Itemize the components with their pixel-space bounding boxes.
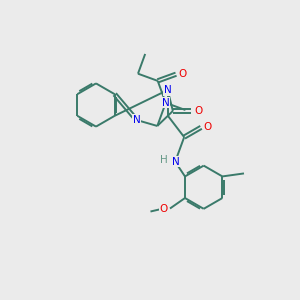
Text: O: O [194, 106, 202, 116]
Text: H: H [160, 155, 168, 165]
Text: N: N [164, 85, 172, 95]
Text: O: O [178, 69, 187, 79]
Text: N: N [172, 157, 180, 167]
Text: O: O [159, 203, 167, 214]
Text: N: N [133, 115, 140, 125]
Text: N: N [162, 98, 170, 108]
Text: O: O [203, 122, 212, 132]
